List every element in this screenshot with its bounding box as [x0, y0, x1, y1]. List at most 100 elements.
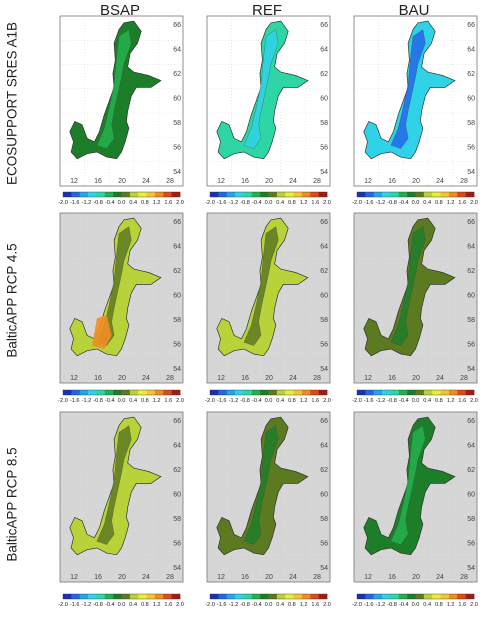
colorbar-segment [390, 192, 400, 197]
colorbar-tick-label: 2.0 [470, 602, 478, 608]
lat-tick-label: 66 [467, 418, 475, 425]
colorbar-tick-label: 1.6 [164, 602, 172, 608]
colorbar-tick-label: -2.0 [58, 200, 68, 206]
lat-tick-label: 66 [467, 22, 475, 29]
colorbar-segment [432, 192, 441, 197]
lon-tick-label: 12 [70, 574, 78, 581]
colorbar-segment [226, 192, 236, 197]
colorbar-segment [210, 192, 219, 197]
lat-tick-label: 66 [320, 418, 328, 425]
colorbar-tick-label: 0.8 [141, 398, 149, 404]
lat-tick-label: 56 [467, 541, 475, 548]
colorbar-segment [71, 192, 81, 197]
colorbar-tick-label: -1.2 [82, 398, 92, 404]
colorbar-segment [63, 192, 72, 197]
colorbar-segment [138, 192, 147, 197]
colorbar-tick-label: 2.0 [176, 398, 184, 404]
colorbar-tick-label: -1.6 [217, 200, 227, 206]
lat-tick-label: 56 [320, 145, 328, 152]
colorbar-segment [276, 594, 286, 599]
lat-tick-label: 56 [467, 342, 475, 349]
column-title-bsap: BSAP [99, 2, 141, 19]
colorbar-segment [276, 192, 286, 197]
colorbar-tick-label: 0.4 [129, 398, 137, 404]
colorbar-segment [423, 594, 433, 599]
colorbar-tick-label: -2.0 [352, 602, 362, 608]
lat-tick-label: 58 [467, 516, 475, 523]
sea-field-inner-contour [390, 226, 426, 346]
colorbar-segment [423, 390, 433, 395]
colorbar-segment [310, 192, 319, 197]
lat-tick-label: 64 [467, 443, 475, 450]
lat-tick-label: 66 [173, 219, 181, 226]
map-panel-rcp85-ref: 12 16 20 24 28 54 56 58 60 62 64 66 [206, 411, 331, 583]
colorbar-segment [382, 390, 391, 395]
colorbar-segment [448, 390, 458, 395]
colorbar-segment [432, 390, 441, 395]
lat-tick-label: 58 [320, 317, 328, 324]
colorbar-segment [390, 594, 400, 599]
colorbar-tick-label: 2.0 [323, 200, 331, 206]
lon-tick-label: 12 [217, 375, 225, 382]
colorbar-segment [163, 594, 172, 599]
colorbar-segment [171, 390, 181, 395]
colorbar-segment [293, 390, 303, 395]
colorbar-outline [356, 389, 475, 396]
sea-field-inner-contour [243, 425, 279, 545]
colorbar-segment [293, 192, 303, 197]
lat-tick-label: 58 [467, 120, 475, 127]
colorbar-segment [96, 390, 106, 395]
colorbar-segment [448, 594, 458, 599]
colorbar-segment [88, 192, 97, 197]
colorbar-segment [63, 594, 72, 599]
lat-tick-label: 56 [320, 342, 328, 349]
colorbar-tick-label: 1.2 [447, 398, 455, 404]
colorbar-segment [318, 594, 328, 599]
colorbar-outline [209, 389, 328, 396]
lon-tick-label: 20 [118, 375, 126, 382]
colorbar-segment [318, 192, 328, 197]
colorbar-tick-label: 0.8 [288, 398, 296, 404]
colorbar-tick-label: 0.8 [435, 200, 443, 206]
colorbar-segment [382, 192, 391, 197]
lon-tick-label: 12 [364, 375, 372, 382]
colorbar-tick-label: -0.8 [387, 602, 397, 608]
lat-tick-label: 58 [173, 516, 181, 523]
colorbar-segment [357, 390, 366, 395]
colorbar-segment [79, 390, 89, 395]
lat-tick-label: 54 [320, 169, 328, 176]
colorbar-segment [235, 192, 244, 197]
colorbar-segment [301, 192, 311, 197]
colorbar-segment [243, 390, 253, 395]
colorbar-segment [260, 390, 269, 395]
lat-tick-label: 64 [320, 244, 328, 251]
colorbar-tick-label: -0.4 [399, 602, 409, 608]
lon-tick-label: 20 [265, 178, 273, 185]
lat-tick-label: 62 [467, 268, 475, 275]
colorbar-tick-label: 1.2 [300, 398, 308, 404]
colorbar-tick-label: 0.0 [118, 602, 126, 608]
lat-tick-label: 60 [467, 293, 475, 300]
colorbar-segment [407, 594, 416, 599]
colorbar-tick-label: -1.6 [70, 200, 80, 206]
colorbar-tick-label: 0.4 [423, 200, 431, 206]
colorbar-segment [318, 390, 328, 395]
colorbar-tick-label: -0.4 [252, 398, 262, 404]
colorbar-rcp85-bsap: -2.0 -1.6 -1.2 -0.8 -0.4 0.0 0.4 0.8 1.2 1.6 2.0 [58, 593, 184, 608]
colorbar-segment [210, 594, 219, 599]
lon-tick-label: 20 [412, 574, 420, 581]
colorbar-tick-label: -0.8 [93, 602, 103, 608]
colorbar-tick-label: -1.6 [217, 602, 227, 608]
colorbar-segment [154, 192, 164, 197]
lat-tick-label: 56 [173, 145, 181, 152]
lat-tick-label: 64 [173, 244, 181, 251]
column-title-ref: REF [252, 2, 282, 19]
colorbar-outline [209, 593, 328, 600]
colorbar-tick-label: 1.2 [153, 602, 161, 608]
colorbar-tick-label: -0.4 [105, 398, 115, 404]
colorbar-tick-label: 0.4 [129, 200, 137, 206]
colorbar-segment [129, 390, 139, 395]
colorbar-segment [457, 192, 466, 197]
colorbar-tick-label: -0.4 [399, 200, 409, 206]
colorbar-tick-label: -0.8 [240, 398, 250, 404]
